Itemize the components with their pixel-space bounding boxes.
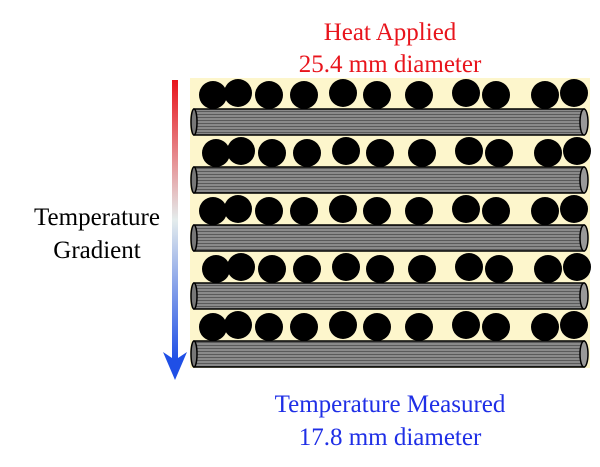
particle: [405, 81, 433, 109]
cylinder-end: [190, 108, 198, 136]
particle: [452, 311, 480, 339]
cylinder-end: [579, 108, 589, 136]
particle: [329, 311, 357, 339]
particle: [329, 195, 357, 223]
arrow-head: [163, 352, 187, 380]
cylinder-end: [190, 166, 198, 194]
header-subtitle: 25.4 mm diameter: [299, 51, 482, 78]
particle: [290, 81, 318, 109]
header-title: Heat Applied: [324, 19, 457, 46]
particle: [485, 139, 513, 167]
footer-title: Temperature Measured: [275, 391, 506, 418]
particle: [255, 313, 283, 341]
particle: [408, 139, 436, 167]
particle: [563, 137, 591, 165]
particle: [332, 137, 360, 165]
particle: [482, 81, 510, 109]
cylinder: [193, 108, 585, 136]
particle: [202, 255, 230, 283]
particle: [534, 255, 562, 283]
particle: [224, 79, 252, 107]
particle: [255, 81, 283, 109]
particle: [227, 253, 255, 281]
particle: [534, 139, 562, 167]
cylinder-end: [579, 224, 589, 252]
particle: [405, 313, 433, 341]
cylinder-end: [190, 340, 198, 368]
cylinder: [193, 224, 585, 252]
particle: [199, 81, 227, 109]
particle: [563, 253, 591, 281]
particle: [408, 255, 436, 283]
particle: [293, 255, 321, 283]
particle: [560, 195, 588, 223]
gradient-arrow: [172, 80, 178, 360]
particle: [531, 81, 559, 109]
cylinder-end: [579, 166, 589, 194]
particle: [482, 197, 510, 225]
particle: [363, 81, 391, 109]
particle: [531, 197, 559, 225]
particle: [329, 79, 357, 107]
particle: [366, 139, 394, 167]
particle: [293, 139, 321, 167]
particle: [199, 313, 227, 341]
particle: [363, 197, 391, 225]
cylinder: [193, 282, 585, 310]
cylinder: [193, 340, 585, 368]
particle: [332, 253, 360, 281]
particle: [224, 311, 252, 339]
particle: [482, 313, 510, 341]
particle: [366, 255, 394, 283]
particle: [452, 195, 480, 223]
cylinder-end: [579, 282, 589, 310]
cylinder: [193, 166, 585, 194]
particle: [560, 311, 588, 339]
particle: [258, 255, 286, 283]
cylinder-end: [190, 224, 198, 252]
particle: [405, 197, 433, 225]
rows: [190, 79, 591, 368]
particle: [452, 79, 480, 107]
particle: [227, 137, 255, 165]
particle: [455, 253, 483, 281]
cylinder-end: [579, 340, 589, 368]
particle: [455, 137, 483, 165]
particle: [363, 313, 391, 341]
particle: [202, 139, 230, 167]
side-label: Temperature: [34, 204, 160, 231]
particle: [485, 255, 513, 283]
particle: [560, 79, 588, 107]
cylinder-end: [190, 282, 198, 310]
side-label: Gradient: [53, 237, 141, 264]
particle: [224, 195, 252, 223]
particle: [531, 313, 559, 341]
particle: [290, 197, 318, 225]
particle: [255, 197, 283, 225]
particle: [199, 197, 227, 225]
particle: [258, 139, 286, 167]
particle: [290, 313, 318, 341]
footer-subtitle: 17.8 mm diameter: [299, 424, 482, 451]
